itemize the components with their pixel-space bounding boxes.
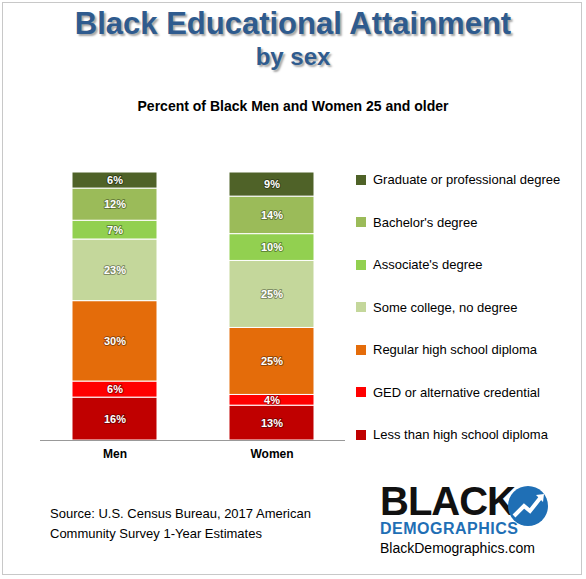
svg-text:14%: 14% (261, 209, 283, 221)
svg-text:23%: 23% (104, 264, 126, 276)
html-text:BLACK: BLACK (380, 479, 515, 523)
html-text:Bachelor's degree: Bachelor's degree (373, 214, 478, 230)
svg-text:6%: 6% (107, 383, 123, 395)
html-text:Black Educational Attainment: Black Educational Attainment (74, 6, 512, 41)
svg-text:30%: 30% (104, 335, 126, 347)
html-text:BlackDemographics.com: BlackDemographics.com (380, 540, 535, 556)
html-text:by sex: by sex (255, 43, 331, 70)
html-text:Graduate or professional degre: Graduate or professional degree (373, 172, 561, 187)
html-text:Regular high school diploma: Regular high school diploma (373, 342, 537, 357)
html-text:Associate's degree: Associate's degree (373, 257, 483, 272)
html-text:Percent of Black Men and Women: Percent of Black Men and Women 25 and ol… (137, 98, 449, 114)
svg-text:Men: Men (103, 447, 127, 461)
svg-text:25%: 25% (261, 355, 283, 367)
svg-text:7%: 7% (107, 224, 123, 236)
svg-text:6%: 6% (107, 174, 123, 186)
svg-text:9%: 9% (264, 178, 280, 190)
svg-text:25%: 25% (261, 288, 283, 300)
html-text:GED or alternative credential: GED or alternative credential (373, 384, 540, 400)
svg-text:Women: Women (250, 447, 293, 461)
svg-text:4%: 4% (264, 394, 280, 406)
svg-text:16%: 16% (104, 413, 126, 425)
html-text:Source: U.S. Census Bureau, 20: Source: U.S. Census Bureau, 2017 America… (50, 506, 311, 541)
html-text:Some college, no degree: Some college, no degree (373, 299, 518, 315)
html-text:Less than high school diploma: Less than high school diploma (373, 427, 548, 442)
svg-text:12%: 12% (104, 198, 126, 210)
svg-text:10%: 10% (261, 241, 283, 253)
html-text:DEMOGRAPHICS: DEMOGRAPHICS (380, 520, 519, 537)
svg-text:13%: 13% (261, 417, 283, 429)
